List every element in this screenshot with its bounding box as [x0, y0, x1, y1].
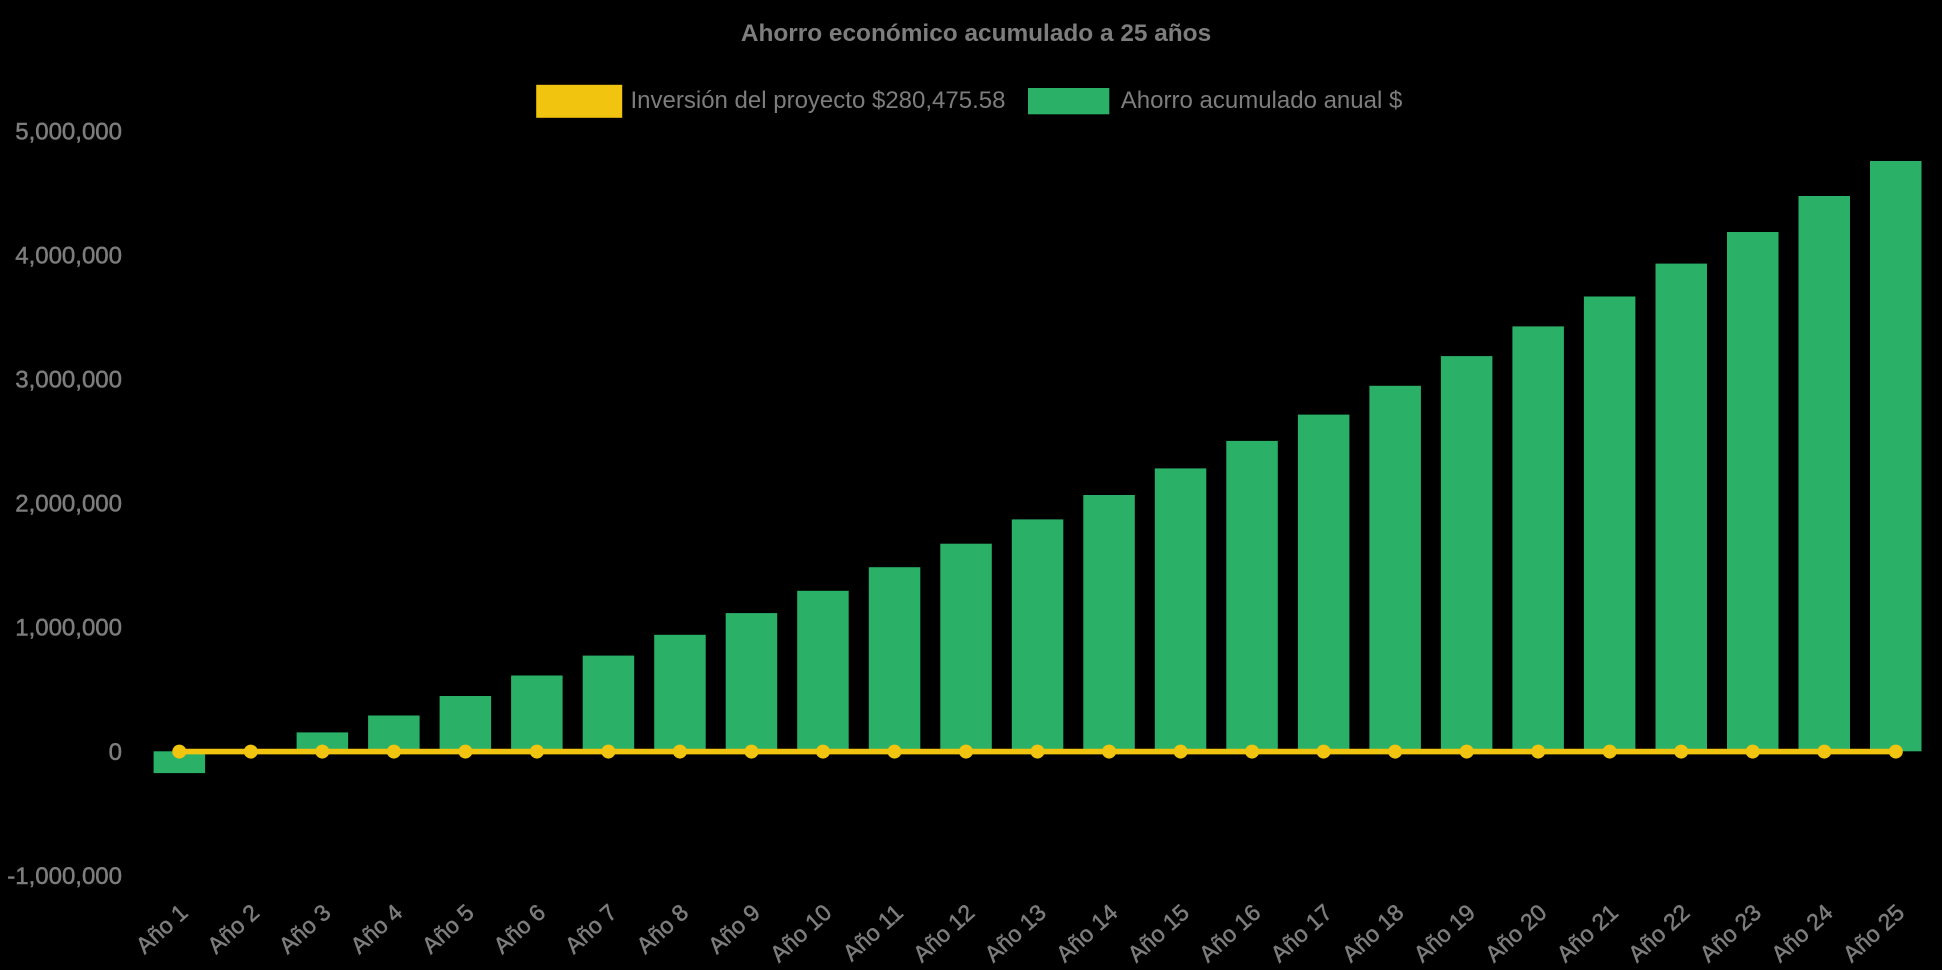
- svg-text:-1,000,000: -1,000,000: [7, 863, 122, 890]
- svg-text:5,000,000: 5,000,000: [15, 118, 122, 145]
- svg-text:2,000,000: 2,000,000: [15, 491, 122, 518]
- svg-text:0: 0: [109, 739, 122, 766]
- svg-text:1,000,000: 1,000,000: [15, 615, 122, 642]
- svg-text:3,000,000: 3,000,000: [15, 367, 122, 394]
- svg-text:Ahorro económico acumulado a 2: Ahorro económico acumulado a 25 años: [741, 20, 1211, 47]
- svg-text:Ahorro acumulado anual $: Ahorro acumulado anual $: [1121, 87, 1403, 114]
- svg-text:4,000,000: 4,000,000: [15, 242, 122, 269]
- svg-text:Inversión del proyecto $280,47: Inversión del proyecto $280,475.58: [631, 87, 1006, 114]
